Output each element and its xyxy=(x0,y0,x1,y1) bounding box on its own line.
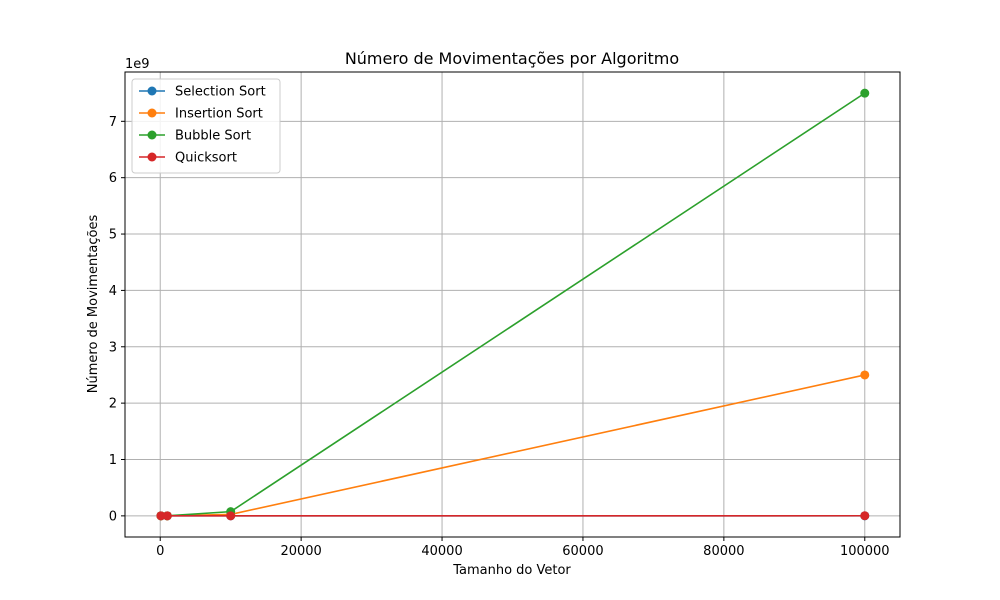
y-tick-label: 0 xyxy=(109,509,117,524)
y-tick-label: 4 xyxy=(109,284,117,299)
legend-box xyxy=(131,78,281,174)
legend: Selection Sort Insertion Sort Bubble Sort Q… xyxy=(131,78,281,174)
data-point-quicksort xyxy=(156,511,166,521)
series-quicksort xyxy=(156,511,870,521)
legend-marker xyxy=(147,152,157,162)
legend-marker xyxy=(147,108,157,118)
plot-frame xyxy=(124,71,901,538)
legend-label: Bubble Sort xyxy=(175,129,251,144)
y-axis-ticks: 0 1 2 3 4 5 6 7 xyxy=(109,115,125,524)
legend-item-insertion-sort: Insertion Sort xyxy=(139,107,263,122)
y-tick-label: 5 xyxy=(109,228,117,243)
x-tick-label: 0 xyxy=(156,544,164,559)
data-point-quicksort xyxy=(162,511,172,521)
chart-title: Número de Movimentações por Algoritmo xyxy=(345,49,679,68)
legend-item-selection-sort: Selection Sort xyxy=(139,85,266,100)
legend-label: Selection Sort xyxy=(175,85,266,100)
x-axis-label: Tamanho do Vetor xyxy=(452,563,571,578)
x-tick-label: 80000 xyxy=(703,544,744,559)
grid xyxy=(125,72,900,537)
y-axis-label: Número de Movimentações xyxy=(86,215,101,394)
y-tick-label: 6 xyxy=(109,171,117,186)
legend-item-bubble-sort: Bubble Sort xyxy=(139,129,251,144)
legend-item-quicksort: Quicksort xyxy=(139,151,237,166)
legend-marker xyxy=(147,86,157,96)
y-tick-label: 1 xyxy=(109,453,117,468)
data-point-quicksort xyxy=(226,511,236,521)
x-tick-label: 40000 xyxy=(421,544,462,559)
x-tick-label: 20000 xyxy=(280,544,321,559)
data-point-insertion-sort xyxy=(860,370,870,380)
legend-label: Insertion Sort xyxy=(175,107,263,122)
data-point-bubble-sort xyxy=(860,88,870,98)
y-tick-label: 2 xyxy=(109,397,117,412)
x-tick-label: 100000 xyxy=(840,544,890,559)
data-point-quicksort xyxy=(860,511,870,521)
x-tick-label: 60000 xyxy=(562,544,603,559)
legend-marker xyxy=(147,130,157,140)
y-tick-label: 3 xyxy=(109,340,117,355)
x-axis-ticks: 0 20000 40000 60000 80000 100000 xyxy=(156,537,890,559)
series-layer xyxy=(156,88,870,521)
y-tick-label: 7 xyxy=(109,115,117,130)
legend-label: Quicksort xyxy=(175,151,237,166)
y-axis-offset-label: 1e9 xyxy=(125,57,150,72)
